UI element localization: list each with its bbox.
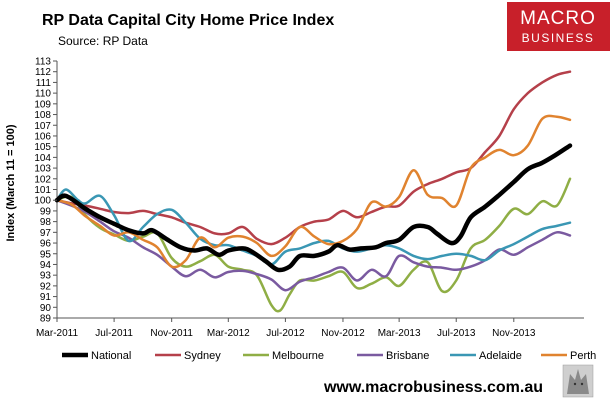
x-tick-label: Nov-2013 bbox=[492, 328, 536, 339]
legend-label-brisbane: Brisbane bbox=[386, 350, 429, 362]
series-line-national bbox=[54, 143, 573, 273]
y-tick-label: 89 bbox=[40, 314, 52, 325]
y-tick-label: 98 bbox=[40, 217, 52, 228]
chart-subtitle: Source: RP Data bbox=[58, 34, 148, 48]
y-axis-label: Index (March 11 = 100) bbox=[5, 124, 17, 241]
legend-label-sydney: Sydney bbox=[184, 350, 221, 362]
y-tick-label: 106 bbox=[34, 131, 51, 142]
x-tick-label: Mar-2012 bbox=[207, 328, 250, 339]
y-tick-label: 105 bbox=[34, 142, 51, 153]
x-tick-label: Jul-2011 bbox=[95, 328, 133, 339]
y-tick-label: 108 bbox=[34, 110, 51, 121]
legend: National Sydney Melbourne Brisbane Adelaide P… bbox=[62, 350, 596, 362]
y-tick-label: 92 bbox=[40, 281, 52, 292]
legend-label-national: National bbox=[91, 350, 131, 362]
y-tick-label: 109 bbox=[34, 99, 51, 110]
series-line-adelaide bbox=[55, 188, 572, 266]
plot-area bbox=[54, 61, 584, 319]
series-line-brisbane bbox=[55, 198, 572, 292]
y-tick-label: 94 bbox=[40, 260, 52, 271]
footer-url: www.macrobusiness.com.au bbox=[323, 379, 543, 396]
y-tick-label: 97 bbox=[40, 228, 52, 239]
logo-line2: BUSINESS bbox=[522, 31, 595, 45]
x-tick-label: Mar-2011 bbox=[36, 328, 78, 339]
y-tick-label: 101 bbox=[34, 185, 51, 196]
y-tick-label: 113 bbox=[35, 57, 51, 68]
x-tick-label: Mar-2013 bbox=[378, 328, 421, 339]
series-line-perth bbox=[55, 114, 572, 269]
macrobusiness-logo: MACRO BUSINESS bbox=[507, 2, 610, 51]
x-axis-ticks: Mar-2011 Jul-2011 Nov-2011 Mar-2012 Jul-2012… bbox=[36, 318, 536, 339]
x-tick-label: Nov-2012 bbox=[321, 328, 365, 339]
y-tick-label: 107 bbox=[34, 121, 51, 132]
logo-background bbox=[507, 2, 610, 51]
logo-line1: MACRO bbox=[520, 8, 596, 29]
y-axis-ticks: 8990919293949596979899100101102103104105… bbox=[34, 57, 57, 325]
y-tick-label: 90 bbox=[40, 303, 52, 314]
wolf-icon bbox=[562, 364, 594, 398]
x-tick-label: Jul-2012 bbox=[266, 328, 305, 339]
series-line-sydney bbox=[55, 70, 572, 246]
y-tick-label: 111 bbox=[36, 78, 52, 89]
y-tick-label: 91 bbox=[40, 292, 52, 303]
y-tick-label: 104 bbox=[34, 153, 51, 164]
x-tick-label: Nov-2011 bbox=[150, 328, 193, 339]
y-tick-label: 93 bbox=[40, 271, 52, 282]
legend-label-adelaide: Adelaide bbox=[479, 350, 522, 362]
y-tick-label: 102 bbox=[34, 174, 51, 185]
y-tick-label: 110 bbox=[35, 89, 51, 100]
y-tick-label: 95 bbox=[40, 249, 52, 260]
x-tick-label: Jul-2013 bbox=[437, 328, 476, 339]
y-tick-label: 96 bbox=[40, 239, 52, 250]
legend-label-perth: Perth bbox=[570, 350, 596, 362]
y-tick-label: 112 bbox=[35, 67, 51, 78]
chart-title: RP Data Capital City Home Price Index bbox=[42, 12, 334, 29]
legend-label-melbourne: Melbourne bbox=[272, 350, 324, 362]
y-tick-label: 100 bbox=[34, 196, 51, 207]
y-tick-label: 99 bbox=[40, 206, 52, 217]
y-tick-label: 103 bbox=[34, 164, 51, 175]
